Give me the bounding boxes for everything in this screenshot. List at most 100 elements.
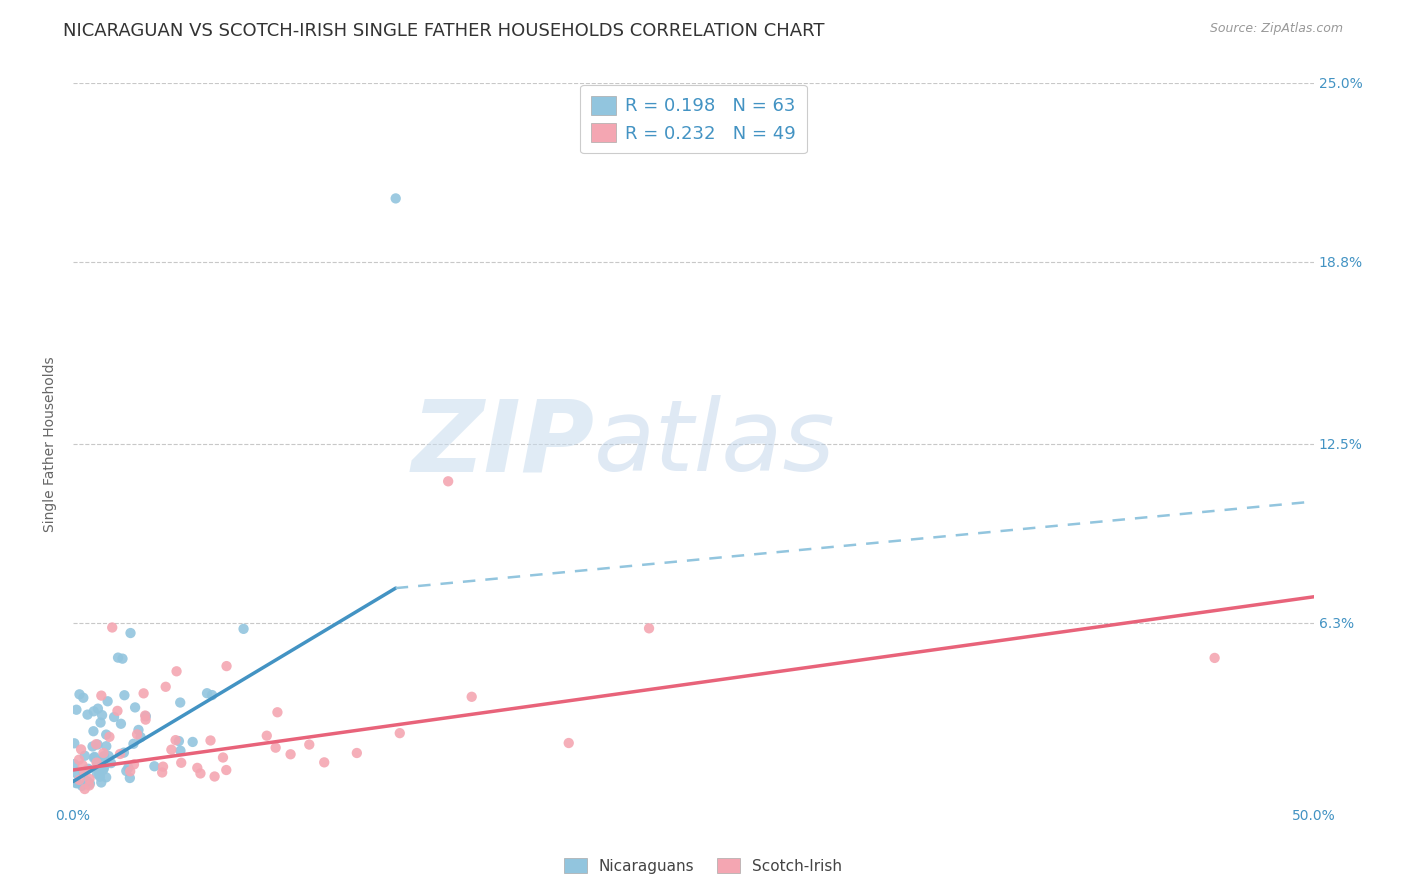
Point xyxy=(112,746,135,760)
Point xyxy=(83,750,105,764)
Point xyxy=(108,747,131,761)
Point xyxy=(169,696,191,710)
Point xyxy=(201,688,224,702)
Point xyxy=(76,707,98,722)
Point xyxy=(73,748,96,763)
Point xyxy=(96,728,118,742)
Point xyxy=(65,776,87,790)
Point xyxy=(122,757,145,772)
Point xyxy=(143,759,166,773)
Point xyxy=(76,774,98,789)
Point xyxy=(384,191,406,205)
Point xyxy=(72,690,94,705)
Text: atlas: atlas xyxy=(595,395,835,492)
Point xyxy=(346,746,368,760)
Point xyxy=(204,770,226,784)
Text: NICARAGUAN VS SCOTCH-IRISH SINGLE FATHER HOUSEHOLDS CORRELATION CHART: NICARAGUAN VS SCOTCH-IRISH SINGLE FATHER… xyxy=(63,22,825,40)
Point xyxy=(97,749,120,764)
Point xyxy=(89,770,111,784)
Point xyxy=(83,751,105,765)
Point xyxy=(215,763,238,777)
Point xyxy=(166,665,188,679)
Point xyxy=(167,734,190,748)
Point xyxy=(83,704,105,718)
Point xyxy=(256,729,278,743)
Point xyxy=(91,763,114,777)
Point xyxy=(388,726,411,740)
Point xyxy=(117,761,139,775)
Point xyxy=(100,756,122,771)
Point xyxy=(127,723,149,737)
Point xyxy=(67,772,90,787)
Legend: R = 0.198   N = 63, R = 0.232   N = 49: R = 0.198 N = 63, R = 0.232 N = 49 xyxy=(581,85,807,153)
Point xyxy=(67,753,90,767)
Point xyxy=(91,708,114,723)
Point xyxy=(87,701,110,715)
Point xyxy=(90,775,112,789)
Point xyxy=(135,709,157,723)
Point xyxy=(84,737,107,751)
Point xyxy=(298,738,321,752)
Point xyxy=(107,704,129,718)
Point xyxy=(122,737,145,751)
Point xyxy=(86,767,108,781)
Point xyxy=(72,758,94,772)
Point xyxy=(215,659,238,673)
Point xyxy=(87,766,110,780)
Point xyxy=(73,764,96,779)
Point xyxy=(437,475,460,489)
Text: Source: ZipAtlas.com: Source: ZipAtlas.com xyxy=(1209,22,1343,36)
Point xyxy=(93,761,115,775)
Point xyxy=(65,703,87,717)
Point xyxy=(90,715,112,730)
Point xyxy=(165,733,187,747)
Point xyxy=(66,776,89,790)
Point xyxy=(118,771,141,785)
Point xyxy=(190,766,212,780)
Point xyxy=(69,687,91,701)
Point xyxy=(280,747,302,762)
Point xyxy=(63,757,86,772)
Point xyxy=(186,761,208,775)
Point xyxy=(150,765,173,780)
Point xyxy=(557,736,579,750)
Point xyxy=(134,708,156,723)
Point xyxy=(93,749,115,764)
Legend: Nicaraguans, Scotch-Irish: Nicaraguans, Scotch-Irish xyxy=(558,852,848,880)
Point xyxy=(264,740,287,755)
Point xyxy=(101,620,124,634)
Point xyxy=(314,756,336,770)
Point xyxy=(82,724,104,739)
Point xyxy=(125,727,148,741)
Point xyxy=(129,730,152,744)
Point xyxy=(115,764,138,778)
Point xyxy=(181,735,204,749)
Point xyxy=(93,746,115,760)
Point xyxy=(169,744,191,758)
Y-axis label: Single Father Households: Single Father Households xyxy=(44,356,58,532)
Point xyxy=(124,700,146,714)
Point xyxy=(77,762,100,776)
Point xyxy=(111,651,134,665)
Point xyxy=(86,755,108,769)
Point xyxy=(460,690,482,704)
Point xyxy=(94,770,117,784)
Point xyxy=(266,706,288,720)
Point xyxy=(97,694,120,708)
Point xyxy=(66,766,89,780)
Point xyxy=(152,759,174,773)
Point xyxy=(98,730,121,744)
Point xyxy=(86,738,108,752)
Point xyxy=(200,733,222,747)
Point xyxy=(212,750,235,764)
Point xyxy=(73,765,96,780)
Point xyxy=(79,776,101,790)
Point xyxy=(70,779,93,793)
Point xyxy=(232,622,254,636)
Point xyxy=(195,686,218,700)
Point xyxy=(155,680,177,694)
Point xyxy=(135,713,157,727)
Point xyxy=(82,739,104,754)
Point xyxy=(638,621,661,635)
Point xyxy=(170,756,193,770)
